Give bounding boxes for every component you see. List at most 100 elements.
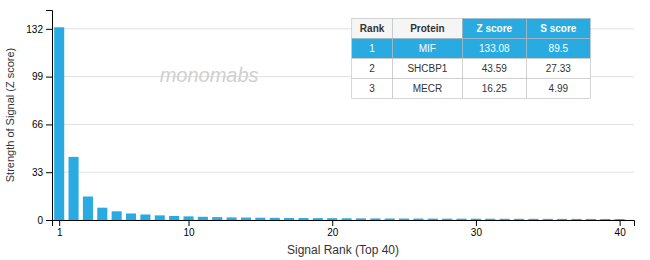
table-cell-bg — [392, 38, 462, 58]
table-cell: 2 — [369, 63, 375, 74]
bar — [69, 157, 79, 220]
bar — [356, 218, 366, 220]
table-header: S score — [540, 23, 577, 34]
bar — [54, 27, 64, 220]
y-tick: 132 — [26, 24, 52, 35]
x-tick-label: 1 — [57, 227, 63, 238]
bar — [183, 216, 193, 220]
table-cell-bg — [352, 58, 393, 78]
table-header: Rank — [360, 23, 385, 34]
table-cell: 16.25 — [482, 83, 507, 94]
bar — [615, 219, 625, 220]
bar — [284, 218, 294, 220]
table-cell: 3 — [369, 83, 375, 94]
table-cell-bg — [352, 78, 393, 98]
table-cell-bg — [526, 78, 590, 98]
table-header-bg — [462, 18, 526, 38]
grid-line — [52, 124, 634, 125]
bar — [399, 219, 409, 220]
y-tick: 33 — [32, 167, 52, 178]
bar — [543, 219, 553, 220]
table-cell-bg — [352, 38, 393, 58]
x-axis: 1 10 20 30 40 — [53, 220, 635, 238]
table-cell: 4.99 — [549, 83, 569, 94]
bar — [126, 213, 136, 220]
y-tick-label: 33 — [32, 167, 44, 178]
x-tick: 30 — [471, 220, 483, 238]
x-tick-mark — [59, 220, 60, 226]
table-cell: 133.08 — [479, 43, 510, 54]
bar — [500, 219, 510, 220]
y-tick-mark — [46, 172, 52, 173]
table-cell: 1 — [369, 43, 375, 54]
table-header-bg — [352, 18, 393, 38]
x-tick-mark — [620, 220, 621, 226]
bar — [327, 218, 337, 220]
table-cell: MECR — [413, 83, 442, 94]
x-tick: 10 — [183, 220, 195, 238]
x-tick-mark — [189, 220, 190, 226]
grid — [52, 29, 634, 220]
bar — [370, 218, 380, 220]
y-tick-label: 0 — [37, 215, 43, 226]
watermark: monomabs — [160, 64, 259, 86]
bars — [54, 27, 625, 220]
table-cell: MIF — [419, 43, 436, 54]
bar — [485, 219, 495, 220]
bar — [514, 219, 524, 220]
plot: 1102030400336699132monomabsRankProteinZ … — [26, 11, 634, 239]
chart: 1102030400336699132monomabsRankProteinZ … — [0, 0, 650, 260]
y-axis-line — [46, 11, 53, 221]
x-tick-label: 30 — [471, 227, 483, 238]
y-tick-mark — [46, 29, 52, 30]
table: Rank Protein Z score S score 1 MIF 133.08 89.5 2… — [352, 18, 591, 98]
y-tick-label: 66 — [32, 119, 44, 130]
table-cell: 43.59 — [482, 63, 507, 74]
bar — [227, 217, 237, 220]
table-header: Z score — [477, 23, 513, 34]
table-cell: SHCBP1 — [407, 63, 447, 74]
x-tick-mark — [332, 220, 333, 226]
y-tick: 66 — [32, 119, 52, 130]
bar — [342, 218, 352, 220]
table-cell-bg — [526, 38, 590, 58]
bar — [528, 219, 538, 220]
x-tick: 20 — [327, 220, 339, 238]
y-axis: 0 33 66 99 132 — [26, 11, 52, 226]
x-tick-label: 40 — [615, 227, 627, 238]
bar — [428, 219, 438, 220]
table-cell-bg — [462, 38, 526, 58]
table-cell-bg — [462, 78, 526, 98]
x-axis-line — [53, 221, 635, 227]
table-cell: 89.5 — [549, 43, 569, 54]
bar — [571, 219, 581, 220]
x-tick-mark — [476, 220, 477, 226]
y-tick-mark — [46, 124, 52, 125]
bar — [298, 218, 308, 220]
x-tick-label: 20 — [327, 227, 339, 238]
x-tick-label: 10 — [183, 227, 195, 238]
x-tick: 40 — [615, 220, 627, 238]
bar — [97, 208, 107, 220]
bar — [457, 219, 467, 220]
y-tick-label: 99 — [32, 71, 44, 82]
y-tick-mark — [46, 220, 52, 221]
table-cell-bg — [462, 58, 526, 78]
table-cell: 27.33 — [546, 63, 571, 74]
bar — [270, 218, 280, 220]
table-header: Protein — [410, 23, 444, 34]
y-tick: 0 — [37, 215, 52, 226]
bar — [385, 218, 395, 220]
bar — [413, 219, 423, 220]
y-axis-title: Strength of Signal (Z score) — [4, 48, 16, 183]
bar — [471, 219, 481, 220]
table-cell-bg — [392, 58, 462, 78]
table-cell-bg — [526, 58, 590, 78]
grid-line — [52, 172, 634, 173]
bar — [212, 217, 222, 220]
bar — [557, 219, 567, 220]
bar — [83, 196, 93, 220]
y-tick-mark — [46, 77, 52, 78]
table-header-bg — [392, 18, 462, 38]
bar — [255, 218, 265, 220]
